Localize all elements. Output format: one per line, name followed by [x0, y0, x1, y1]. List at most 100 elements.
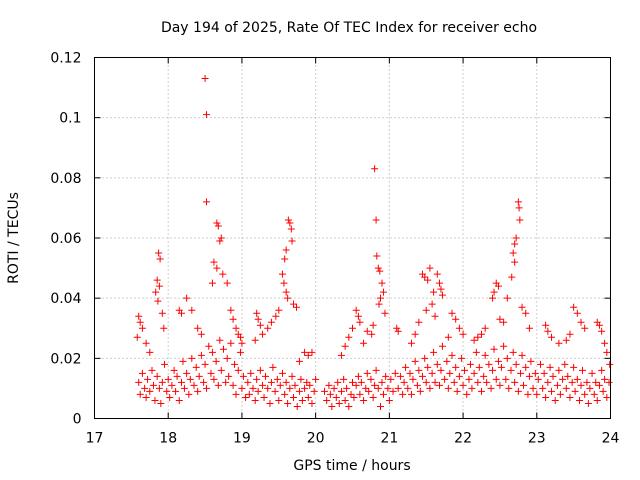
data-point: [352, 381, 360, 389]
data-point: [295, 357, 303, 365]
data-point: [500, 318, 508, 326]
data-point: [415, 318, 423, 326]
data-point: [295, 387, 303, 395]
data-point: [183, 369, 191, 377]
data-point: [522, 309, 530, 317]
data-point: [508, 273, 516, 281]
data-point: [385, 396, 393, 404]
data-point: [308, 348, 316, 356]
data-point: [254, 315, 262, 323]
data-point: [284, 216, 292, 224]
data-point: [153, 372, 161, 380]
data-point: [514, 198, 522, 206]
data-point: [356, 318, 364, 326]
data-point: [281, 390, 289, 398]
data-point: [231, 360, 239, 368]
data-point: [217, 234, 225, 242]
data-point: [363, 327, 371, 335]
data-point: [203, 111, 211, 119]
data-point: [183, 294, 191, 302]
data-point: [354, 372, 362, 380]
data-point: [272, 312, 280, 320]
data-point: [592, 378, 600, 386]
data-point: [155, 384, 163, 392]
data-point: [282, 246, 290, 254]
data-point: [428, 369, 436, 377]
data-point: [201, 360, 209, 368]
data-point: [157, 399, 165, 407]
data-point: [207, 369, 215, 377]
data-point: [186, 375, 194, 383]
data-point: [232, 324, 240, 332]
data-point: [203, 198, 211, 206]
data-point: [490, 345, 498, 353]
data-point: [208, 348, 216, 356]
data-point: [288, 372, 296, 380]
data-point: [540, 369, 548, 377]
data-point: [227, 306, 235, 314]
data-point: [581, 324, 589, 332]
data-point: [411, 357, 419, 365]
data-point: [522, 363, 530, 371]
data-point: [168, 381, 176, 389]
data-point: [450, 378, 458, 386]
data-point: [194, 387, 202, 395]
data-point: [190, 381, 198, 389]
data-point: [225, 372, 233, 380]
data-point: [509, 348, 517, 356]
data-point: [578, 366, 586, 374]
data-point: [275, 396, 283, 404]
data-point: [379, 288, 387, 296]
data-point: [369, 393, 377, 401]
data-point: [195, 372, 203, 380]
data-point: [290, 300, 298, 308]
data-point: [396, 372, 404, 380]
x-tick-label: 22: [454, 431, 472, 447]
data-point: [404, 384, 412, 392]
data-point: [489, 294, 497, 302]
data-point: [573, 375, 581, 383]
data-point: [549, 372, 557, 380]
data-point: [234, 366, 242, 374]
data-point: [276, 381, 284, 389]
data-point: [562, 336, 570, 344]
data-point: [308, 399, 316, 407]
data-point: [402, 363, 410, 371]
data-point: [598, 327, 606, 335]
x-tick-label: 20: [307, 431, 325, 447]
data-point: [433, 360, 441, 368]
data-point: [238, 384, 246, 392]
data-point: [571, 387, 579, 395]
data-point: [349, 324, 356, 332]
data-point: [138, 324, 146, 332]
x-tick-label: 19: [233, 431, 251, 447]
data-point: [426, 264, 434, 272]
data-point: [216, 237, 224, 245]
data-point: [536, 360, 544, 368]
data-point: [210, 258, 218, 266]
data-point: [548, 333, 556, 341]
data-point: [525, 324, 533, 332]
data-point: [424, 363, 432, 371]
data-point: [516, 216, 524, 224]
data-point: [354, 312, 362, 320]
data-point: [229, 315, 237, 323]
data-point: [298, 396, 306, 404]
data-point: [568, 378, 576, 386]
data-point: [468, 384, 476, 392]
data-point: [548, 387, 556, 395]
data-point: [531, 369, 539, 377]
data-point: [428, 300, 436, 308]
data-point: [503, 354, 511, 362]
data-point: [155, 282, 163, 290]
data-point: [292, 303, 300, 311]
data-point: [179, 357, 187, 365]
y-tick-label: 0: [73, 412, 82, 428]
data-point: [133, 333, 141, 341]
data-point: [577, 318, 585, 326]
data-point: [570, 363, 578, 371]
data-point: [172, 387, 180, 395]
data-point: [474, 333, 482, 341]
data-point: [524, 390, 532, 398]
data-point: [282, 288, 290, 296]
